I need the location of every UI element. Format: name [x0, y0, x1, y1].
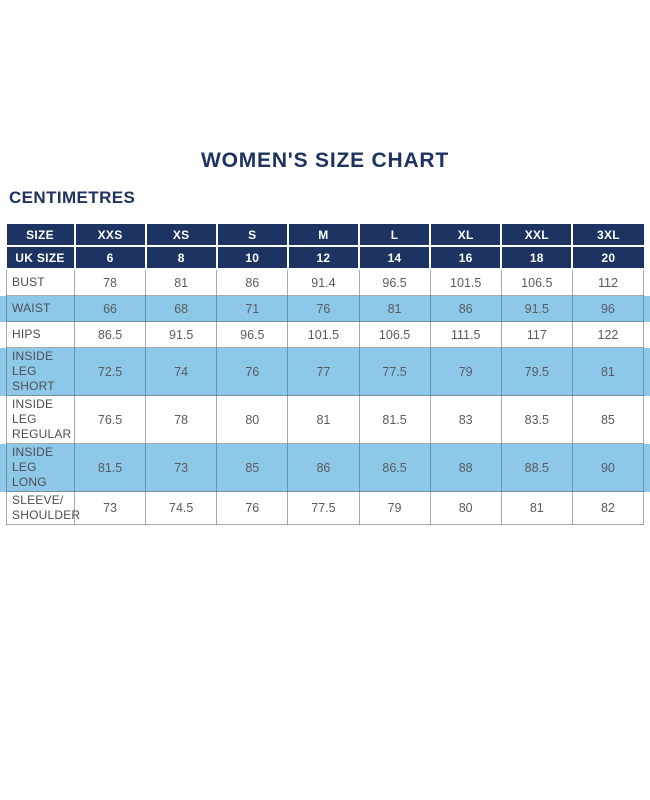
- size-chart-cell: 81: [145, 268, 218, 296]
- size-chart-cell: 83.5: [500, 395, 573, 444]
- size-chart-cell: 101.5: [429, 268, 502, 296]
- size-chart-cell: 74: [145, 347, 218, 396]
- size-chart-zone: SIZE XXS XS S M L XL XXL 3XL UK SIZE 6 8 10 12 14 16 18 2…: [0, 224, 650, 525]
- size-chart-cell: 76: [216, 347, 289, 396]
- size-chart-header-label: UK SIZE: [6, 245, 76, 270]
- size-chart-cell: 77.5: [358, 347, 431, 396]
- size-chart-cell: 77.5: [287, 491, 360, 525]
- size-chart-header-cell: 10: [215, 245, 289, 270]
- size-chart-cell: 117: [500, 321, 573, 348]
- size-chart-header-cell: 6: [73, 245, 147, 270]
- table-row: HIPS 86.5 91.5 96.5 101.5 106.5 111.5 117 122: [6, 321, 645, 348]
- size-chart-cell: 81.5: [73, 443, 147, 492]
- size-chart-header-cell: 12: [286, 245, 361, 270]
- size-chart-cell: 80: [216, 395, 289, 444]
- size-chart-body: SIZE XXS XS S M L XL XXL 3XL UK SIZE 6 8 10 12 14 16 18 2…: [6, 224, 645, 525]
- size-chart-header-cell: S: [215, 224, 289, 247]
- size-chart-header-row: UK SIZE 6 8 10 12 14 16 18 20: [6, 245, 644, 270]
- size-chart-cell: 79: [358, 491, 431, 525]
- size-chart-cell: 86: [429, 295, 502, 322]
- size-chart-row-label: INSIDE LEG SHORT: [6, 347, 75, 396]
- size-chart-header-cell: 8: [144, 245, 218, 270]
- size-chart-cell: 91.5: [500, 295, 573, 322]
- size-chart-cell: 83: [429, 395, 502, 444]
- size-chart-cell: 78: [73, 268, 147, 296]
- size-chart-cell: 85: [571, 395, 645, 444]
- size-chart-cell: 111.5: [429, 321, 502, 348]
- size-chart-cell: 91.5: [145, 321, 218, 348]
- size-chart-header-row: SIZE XXS XS S M L XL XXL 3XL: [6, 224, 644, 247]
- table-row: INSIDE LEG SHORT 72.5 74 76 77 77.5 79 79.5 81: [6, 347, 645, 396]
- size-chart-cell: 76.5: [73, 395, 147, 444]
- size-chart-header-cell: 3XL: [571, 224, 644, 247]
- size-chart-cell: 73: [73, 491, 147, 525]
- size-chart-cell: 122: [571, 321, 645, 348]
- size-chart-row-label: HIPS: [6, 321, 75, 348]
- size-chart-header-cell: XXS: [73, 224, 147, 247]
- size-chart-cell: 71: [216, 295, 289, 322]
- size-chart-header-label: SIZE: [6, 224, 76, 247]
- size-chart-cell: 86: [216, 268, 289, 296]
- size-chart-table: SIZE XXS XS S M L XL XXL 3XL UK SIZE 6 8 10 12 14 16 18 2…: [6, 224, 645, 525]
- size-chart-cell: 101.5: [287, 321, 360, 348]
- size-chart-cell: 73: [145, 443, 218, 492]
- size-chart-cell: 79: [429, 347, 502, 396]
- size-chart-cell: 86.5: [358, 443, 431, 492]
- table-row: WAIST 66 68 71 76 81 86 91.5 96: [6, 295, 645, 322]
- size-chart-cell: 66: [73, 295, 147, 322]
- size-chart-cell: 81.5: [358, 395, 431, 444]
- size-chart-cell: 76: [216, 491, 289, 525]
- size-chart-cell: 81: [500, 491, 573, 525]
- size-chart-cell: 112: [571, 268, 645, 296]
- size-chart-cell: 96: [571, 295, 645, 322]
- size-chart-row-label: SLEEVE/ SHOULDER: [6, 491, 80, 525]
- size-chart-row-label: INSIDE LEG REGULAR: [6, 395, 75, 444]
- size-chart-cell: 78: [145, 395, 218, 444]
- size-chart-cell: 79.5: [500, 347, 573, 396]
- size-chart-cell: 80: [429, 491, 502, 525]
- size-chart-header-cell: 16: [429, 245, 503, 270]
- size-chart-cell: 74.5: [145, 491, 218, 525]
- size-chart-header-cell: 18: [500, 245, 574, 270]
- size-chart-cell: 68: [145, 295, 218, 322]
- size-chart-cell: 85: [216, 443, 289, 492]
- size-chart-cell: 91.4: [287, 268, 360, 296]
- size-chart-header-cell: 20: [571, 245, 644, 270]
- size-chart-cell: 72.5: [73, 347, 147, 396]
- size-chart-cell: 81: [358, 295, 431, 322]
- size-chart-header-cell: XS: [144, 224, 218, 247]
- size-chart-cell: 88.5: [500, 443, 573, 492]
- table-row: BUST 78 81 86 91.4 96.5 101.5 106.5 112: [6, 268, 645, 296]
- size-chart-header-cell: 14: [357, 245, 432, 270]
- size-chart-header-cell: L: [357, 224, 432, 247]
- table-row: INSIDE LEG LONG 81.5 73 85 86 86.5 88 88.5 90: [6, 443, 645, 492]
- page-title: WOMEN'S SIZE CHART: [200, 149, 450, 172]
- size-chart-cell: 82: [571, 491, 645, 525]
- size-chart-cell: 96.5: [216, 321, 289, 348]
- size-chart-cell: 96.5: [358, 268, 431, 296]
- size-chart-header-cell: M: [286, 224, 361, 247]
- table-row: SLEEVE/ SHOULDER 73 74.5 76 77.5 79 80 81 82: [6, 491, 645, 525]
- size-chart-row-label: BUST: [6, 268, 75, 296]
- size-chart-cell: 88: [429, 443, 502, 492]
- size-chart-cell: 106.5: [500, 268, 573, 296]
- size-chart-cell: 106.5: [358, 321, 431, 348]
- table-row: INSIDE LEG REGULAR 76.5 78 80 81 81.5 83 83.5 85: [6, 395, 645, 444]
- size-chart-cell: 81: [287, 395, 360, 444]
- size-chart-cell: 90: [571, 443, 645, 492]
- size-chart-cell: 86: [287, 443, 360, 492]
- size-chart-header-cell: XXL: [500, 224, 574, 247]
- size-chart-row-label: INSIDE LEG LONG: [6, 443, 75, 492]
- size-chart-cell: 77: [287, 347, 360, 396]
- size-chart-cell: 81: [571, 347, 645, 396]
- unit-label: CENTIMETRES: [9, 188, 136, 207]
- size-chart-row-label: WAIST: [6, 295, 75, 322]
- size-chart-cell: 86.5: [73, 321, 147, 348]
- size-chart-header-cell: XL: [429, 224, 503, 247]
- size-chart-cell: 76: [287, 295, 360, 322]
